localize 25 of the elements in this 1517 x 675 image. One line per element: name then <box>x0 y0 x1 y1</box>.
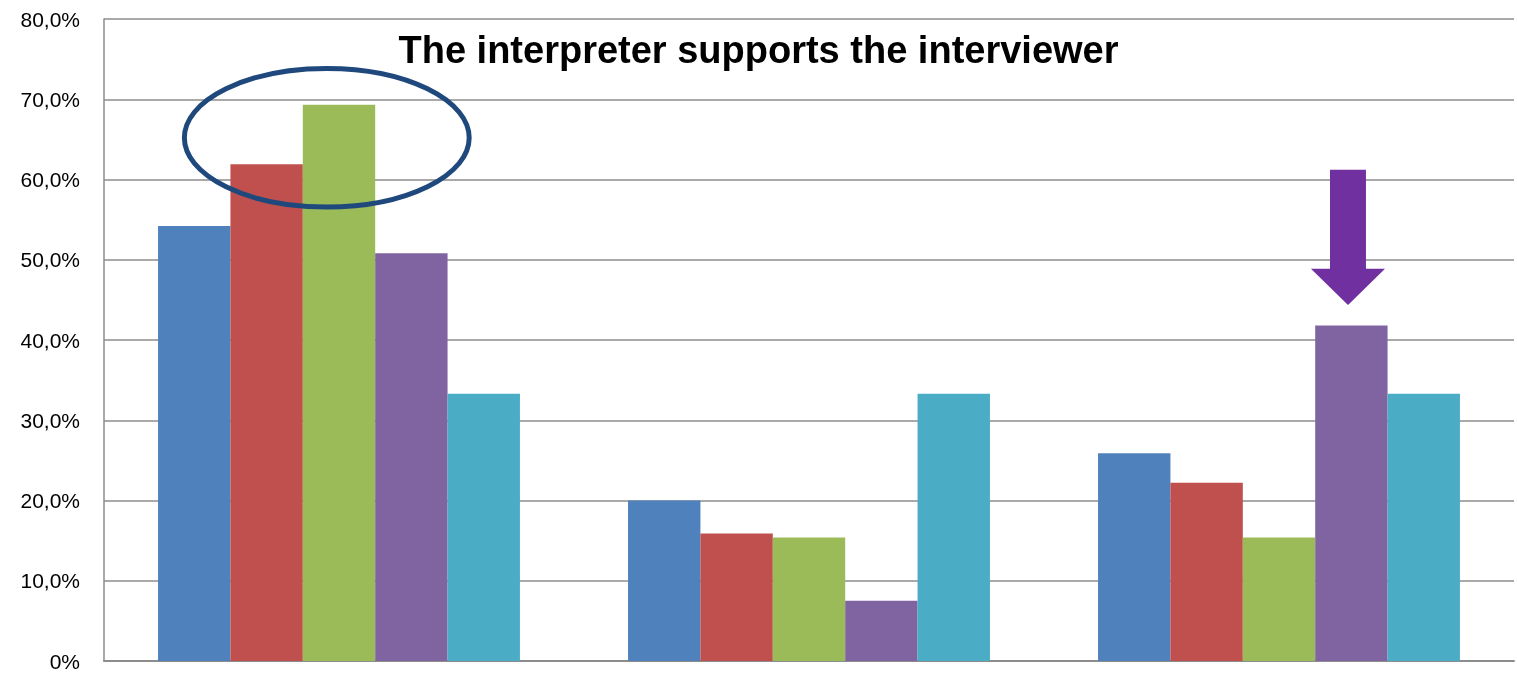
bar <box>700 533 773 661</box>
bar <box>845 600 918 661</box>
bar <box>917 393 990 661</box>
bar <box>158 226 231 661</box>
bar <box>1242 537 1316 661</box>
bar <box>1170 482 1243 661</box>
y-tick-label: 40,0% <box>20 328 80 352</box>
y-tick-label: 0% <box>49 649 80 673</box>
bar <box>772 537 846 661</box>
bar <box>1315 325 1388 661</box>
bar <box>1387 393 1460 661</box>
y-tick-label: 60,0% <box>20 168 80 191</box>
bar <box>628 500 701 661</box>
bar <box>447 393 520 661</box>
y-tick-label: 70,0% <box>20 87 80 111</box>
y-tick-label: 20,0% <box>20 489 80 512</box>
bar <box>1098 453 1171 661</box>
chart-title: The interpreter supports the interviewer <box>398 29 1119 71</box>
y-tick-label: 10,0% <box>20 569 80 593</box>
y-tick-label: 30,0% <box>20 408 80 432</box>
bar <box>302 104 376 661</box>
bar <box>375 253 448 661</box>
bar <box>230 164 303 661</box>
y-tick-label: 50,0% <box>20 248 80 272</box>
y-tick-label: 80,0% <box>20 7 80 31</box>
